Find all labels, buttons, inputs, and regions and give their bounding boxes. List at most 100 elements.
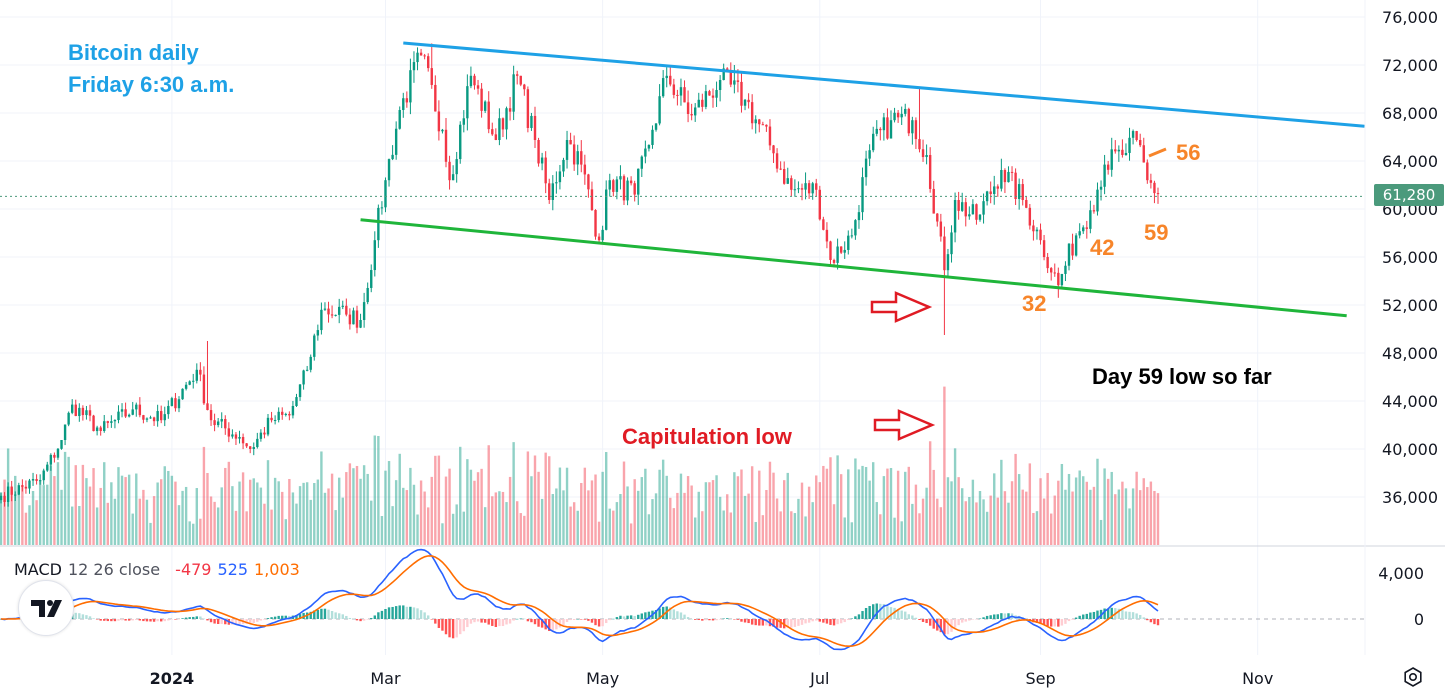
volume-bar (982, 499, 985, 545)
candle-body (900, 113, 903, 118)
price-tick-label: 48,000 (1382, 344, 1438, 363)
volume-bar (149, 522, 152, 545)
volume-bar (993, 473, 996, 545)
candle-body (544, 157, 547, 184)
macd-histogram-bar (572, 619, 576, 620)
macd-histogram-bar (355, 619, 359, 621)
candle-body (305, 369, 309, 371)
candle-body (1096, 189, 1099, 212)
macd-histogram-bar (836, 619, 839, 625)
macd-histogram-bar (380, 610, 384, 619)
macd-histogram-bar (430, 619, 433, 620)
macd-histogram-bar (163, 619, 166, 622)
macd-pane (0, 548, 1365, 651)
macd-histogram-bar (341, 614, 344, 619)
volume-bar (1135, 471, 1138, 545)
candle-body (783, 169, 786, 184)
candle-body (49, 454, 53, 465)
volume-bar (131, 513, 134, 545)
candle-body (220, 419, 223, 422)
candle-body (309, 356, 312, 370)
volume-bar (480, 468, 483, 545)
candle-body (391, 154, 394, 160)
price-tick-label: 72,000 (1382, 56, 1438, 75)
candle-body (113, 420, 117, 422)
candle-body (629, 180, 633, 184)
volume-bar (953, 448, 957, 545)
macd-histogram-bar (92, 618, 95, 619)
volume-bar (669, 497, 672, 545)
candle-body (640, 156, 643, 169)
candle-body (512, 74, 515, 112)
volume-bar (398, 453, 401, 545)
candle-body (665, 75, 668, 79)
macd-histogram-bar (911, 615, 914, 619)
candle-body (679, 87, 683, 96)
candle-body (170, 398, 174, 406)
macd-histogram-bar (234, 619, 238, 625)
candle-body (1064, 265, 1067, 274)
candle-body (498, 118, 501, 140)
candle-body (590, 189, 594, 211)
macd-histogram-bar (889, 607, 893, 619)
macd-legend[interactable]: MACD 12 26 close -479 525 1,003 (14, 560, 306, 579)
volume-bar (772, 472, 775, 545)
volume-bar (362, 465, 366, 545)
volume-bar (754, 521, 757, 545)
macd-histogram-bar (683, 614, 686, 619)
volume-bar (1114, 494, 1117, 545)
macd-histogram-bar (847, 619, 850, 621)
candle-body (152, 417, 156, 422)
macd-histogram-bar (558, 619, 562, 628)
macd-histogram-bar (184, 617, 188, 619)
macd-histogram-bar (281, 615, 284, 619)
candle-body (758, 119, 761, 125)
candle-body (241, 437, 245, 444)
macd-histogram-bar (391, 606, 394, 619)
macd-histogram-bar (626, 615, 629, 619)
macd-histogram-bar (1060, 619, 1064, 626)
volume-bar (1071, 491, 1074, 545)
macd-histogram-bar (1131, 612, 1135, 619)
candle-body (989, 191, 992, 195)
time-axis[interactable]: 2024 Mar May Jul Sep Nov (150, 669, 1274, 688)
candle-body (95, 427, 99, 432)
price-axis[interactable]: 76,00072,00068,00064,00060,00056,00052,0… (1378, 8, 1438, 629)
macd-histogram-bar (512, 619, 515, 621)
macd-histogram-bar (654, 610, 658, 619)
candle-body (266, 417, 270, 435)
arrow-icon-price (870, 291, 933, 323)
candle-body (67, 412, 70, 425)
volume-bar (177, 505, 181, 545)
candle-body (345, 305, 348, 315)
candle-body (914, 120, 918, 140)
volume-bar (612, 510, 615, 545)
volume-bar (936, 498, 939, 545)
macd-histogram-bar (206, 619, 209, 621)
candle-body (701, 99, 704, 107)
macd-histogram-bar (516, 618, 519, 620)
candle-body (505, 108, 508, 130)
volume-bar (1003, 491, 1007, 545)
volume-bar (380, 516, 384, 545)
volume-bar (1149, 481, 1153, 545)
macd-histogram-bar (174, 619, 177, 620)
candle-body (875, 128, 878, 134)
candle-body (1156, 193, 1160, 195)
settings-icon[interactable] (1402, 666, 1424, 688)
volume-bar (14, 475, 17, 545)
volume-bar (302, 482, 305, 545)
macd-histogram-bar (434, 619, 437, 624)
macd-histogram-bar (1106, 608, 1110, 619)
tradingview-logo[interactable] (18, 580, 74, 636)
volume-bar (765, 490, 768, 545)
candle-body (156, 411, 159, 422)
volume-bars (0, 386, 1160, 545)
volume-bar (241, 472, 245, 545)
macd-histogram-bar (273, 616, 277, 619)
macd-histogram-bar (537, 619, 540, 627)
macd-histogram-bar (565, 619, 569, 622)
candle-body (302, 370, 305, 385)
macd-histogram-bar (640, 613, 643, 619)
